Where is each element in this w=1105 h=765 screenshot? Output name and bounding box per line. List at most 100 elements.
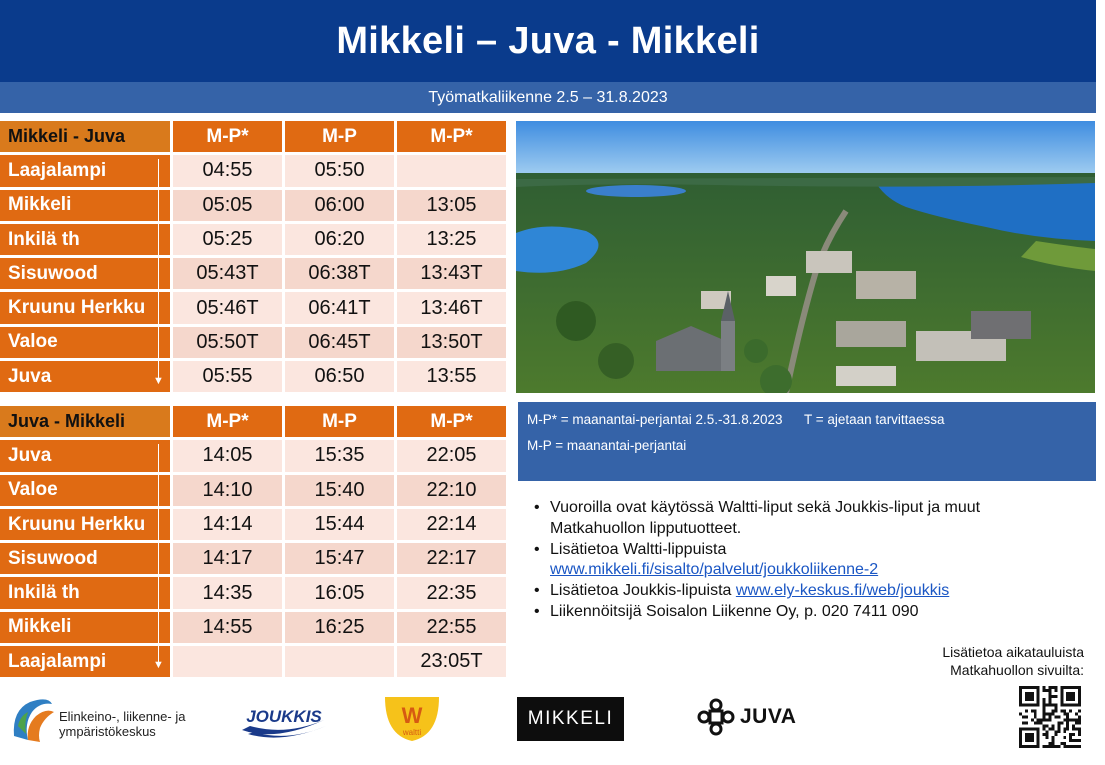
stop-name: Sisuwood: [0, 543, 170, 575]
departure-time: 14:17: [173, 543, 282, 575]
stop-name: Juva: [0, 361, 170, 393]
departure-time: 06:38T: [285, 258, 394, 290]
waltti-link[interactable]: www.mikkeli.fi/sisalto/palvelut/joukkoli…: [550, 561, 879, 579]
stop-name: Inkilä th: [0, 223, 170, 256]
departure-time: 22:55: [397, 611, 506, 644]
direction-arrow-line: [158, 444, 159, 666]
departure-time: 15:47: [285, 543, 394, 575]
table-row: Mikkeli 05:05 06:00 13:05: [0, 189, 506, 221]
departure-time: 15:44: [285, 508, 394, 541]
departure-time: 14:14: [173, 508, 282, 541]
table-row: Laajalampi 04:55 05:50: [0, 155, 506, 187]
juva-logo-text: JUVA: [740, 705, 797, 728]
departure-time: 05:43T: [173, 258, 282, 290]
departure-time: 23:05T: [397, 646, 506, 678]
legend-mp: M-P = maanantai-perjantai: [527, 438, 687, 453]
departure-time: 22:10: [397, 474, 506, 506]
note-waltti: Lisätietoa Waltti-lippuista www.mikkeli.…: [534, 540, 1074, 582]
waltti-logo: W waltti: [385, 697, 439, 741]
departure-time: 22:05: [397, 440, 506, 472]
timetable-header-row: Mikkeli - Juva M-P* M-P M-P*: [0, 121, 506, 153]
departure-time: [285, 646, 394, 678]
more-info-line2: Matkahuollon sivuilta:: [950, 662, 1084, 678]
departure-time: 05:50: [285, 155, 394, 187]
column-header: M-P*: [397, 406, 506, 438]
departure-time: 14:05: [173, 440, 282, 472]
note-joukkis: Lisätietoa Joukkis-lipuista www.ely-kesk…: [534, 581, 1074, 602]
town-aerial-photo: [516, 121, 1095, 393]
column-header: M-P: [285, 406, 394, 438]
departure-time: 13:05: [397, 189, 506, 221]
stop-name: Kruunu Herkku: [0, 508, 170, 541]
ely-logo-text: Elinkeino-, liikenne- ja ympäristökeskus: [59, 709, 185, 739]
departure-time: 05:46T: [173, 292, 282, 324]
direction-arrow-line: [158, 159, 159, 381]
table-row: Valoe 05:50T 06:45T 13:50T: [0, 326, 506, 359]
stop-name: Sisuwood: [0, 258, 170, 290]
table-row: Juva 14:05 15:35 22:05: [0, 440, 506, 472]
column-header: M-P*: [173, 406, 282, 438]
table-row: Kruunu Herkku 14:14 15:44 22:14: [0, 508, 506, 541]
departure-time: 16:25: [285, 611, 394, 644]
departure-time: 22:35: [397, 577, 506, 609]
note-tickets: Vuoroilla ovat käytössä Waltti-liput sek…: [534, 498, 1074, 540]
stop-name: Kruunu Herkku: [0, 292, 170, 324]
column-header: M-P: [285, 121, 394, 153]
note-joukkis-label: Lisätietoa Joukkis-lipuista: [550, 582, 732, 600]
departure-time: 13:46T: [397, 292, 506, 324]
page-header: Mikkeli – Juva - Mikkeli: [0, 0, 1096, 82]
joukkis-link[interactable]: www.ely-keskus.fi/web/joukkis: [735, 582, 950, 600]
timetable-title: Juva - Mikkeli: [0, 406, 170, 438]
departure-time: 22:14: [397, 508, 506, 541]
departure-time: 06:20: [285, 223, 394, 256]
departure-time: 05:25: [173, 223, 282, 256]
departure-time: 04:55: [173, 155, 282, 187]
departure-time: [397, 155, 506, 187]
joukkis-logo: JOUKKIS: [242, 707, 326, 738]
stop-name: Laajalampi: [0, 155, 170, 187]
stop-name: Inkilä th: [0, 577, 170, 609]
departure-time: 06:41T: [285, 292, 394, 324]
qr-code-icon[interactable]: [1018, 686, 1082, 748]
joukkis-logo-text: JOUKKIS: [246, 707, 322, 726]
table-row: Valoe 14:10 15:40 22:10: [0, 474, 506, 506]
legend-t: T = ajetaan tarvittaessa: [804, 412, 945, 427]
table-row: Inkilä th 05:25 06:20 13:25: [0, 223, 506, 256]
more-info-line1: Lisätietoa aikatauluista: [942, 644, 1084, 660]
stop-name: Juva: [0, 440, 170, 472]
stop-name: Mikkeli: [0, 189, 170, 221]
legend-box: M-P* = maanantai-perjantai 2.5.-31.8.202…: [518, 402, 1096, 481]
departure-time: 14:35: [173, 577, 282, 609]
legend-mp-star: M-P* = maanantai-perjantai 2.5.-31.8.202…: [527, 412, 783, 427]
departure-time: 13:43T: [397, 258, 506, 290]
column-header: M-P*: [397, 121, 506, 153]
departure-time: 13:25: [397, 223, 506, 256]
stop-name: Valoe: [0, 326, 170, 359]
departure-time: 05:55: [173, 361, 282, 393]
ely-logo-line1: Elinkeino-, liikenne- ja: [59, 709, 186, 724]
more-info-text: Lisätietoa aikatauluista Matkahuollon si…: [942, 643, 1084, 679]
departure-time: 14:10: [173, 474, 282, 506]
mikkeli-logo: MIKKELI: [517, 697, 624, 741]
stop-name: Mikkeli: [0, 611, 170, 644]
waltti-logo-letter: W: [402, 703, 423, 728]
table-row: Juva 05:55 06:50 13:55: [0, 361, 506, 393]
departure-time: 22:17: [397, 543, 506, 575]
table-row: Inkilä th 14:35 16:05 22:35: [0, 577, 506, 609]
table-row: Sisuwood 14:17 15:47 22:17: [0, 543, 506, 575]
page-subtitle: Työmatkaliikenne 2.5 – 31.8.2023: [0, 82, 1096, 113]
departure-time: 15:35: [285, 440, 394, 472]
notes-list: Vuoroilla ovat käytössä Waltti-liput sek…: [534, 498, 1074, 623]
table-row: Mikkeli 14:55 16:25 22:55: [0, 611, 506, 644]
table-row: Laajalampi 23:05T: [0, 646, 506, 678]
departure-time: 06:45T: [285, 326, 394, 359]
table-row: Kruunu Herkku 05:46T 06:41T 13:46T: [0, 292, 506, 324]
stop-name: Valoe: [0, 474, 170, 506]
timetable-header-row: Juva - Mikkeli M-P* M-P M-P*: [0, 406, 506, 438]
juva-emblem-icon: [697, 698, 735, 736]
departure-time: 06:00: [285, 189, 394, 221]
departure-time: 05:05: [173, 189, 282, 221]
departure-time: 13:50T: [397, 326, 506, 359]
column-header: M-P*: [173, 121, 282, 153]
ely-logo-icon: [13, 699, 54, 742]
